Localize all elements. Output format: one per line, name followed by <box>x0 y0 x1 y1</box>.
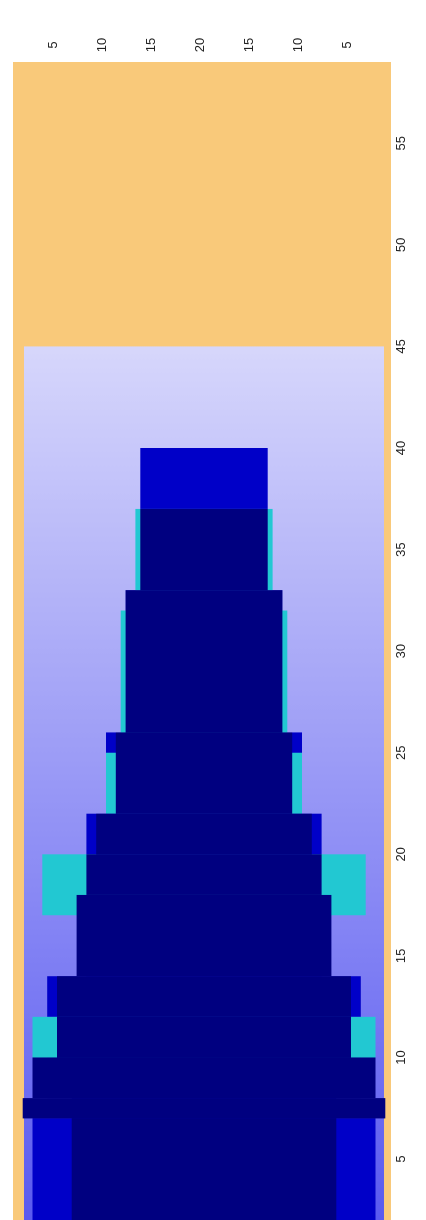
series-inner-step-2 <box>32 1057 376 1099</box>
y-tick-label-0: 5 <box>45 41 60 48</box>
x-tick-label-55: 55 <box>393 136 408 150</box>
chart-marks <box>22 62 386 1220</box>
y-tick-label-1: 10 <box>94 38 109 52</box>
series-inner-step-6 <box>86 854 322 895</box>
series-inner-step-9 <box>125 590 283 733</box>
y-axis-ticks: 5 10 15 20 15 10 5 <box>45 38 354 52</box>
series-inner-step-7 <box>96 813 312 855</box>
y-tick-label-5: 10 <box>290 38 305 52</box>
y-tick-label-2: 15 <box>143 38 158 52</box>
x-tick-label-30: 30 <box>393 644 408 658</box>
y-tick-label-4: 15 <box>241 38 256 52</box>
series-inner-step-3 <box>57 1016 351 1058</box>
x-tick-label-15: 15 <box>393 949 408 963</box>
x-tick-label-10: 10 <box>393 1050 408 1064</box>
series-outer-step-12 <box>140 448 268 509</box>
series-inner-step-4 <box>57 976 351 1017</box>
series-inner-step-10 <box>140 508 268 591</box>
x-tick-label-45: 45 <box>393 339 408 353</box>
x-tick-label-40: 40 <box>393 441 408 455</box>
series-inner-step-8 <box>115 732 293 814</box>
x-tick-label-5: 5 <box>393 1155 408 1162</box>
x-tick-label-20: 20 <box>393 847 408 861</box>
background-band-0 <box>24 62 384 347</box>
series-inner-step-5 <box>76 894 332 977</box>
x-tick-label-50: 50 <box>393 238 408 252</box>
x-tick-label-25: 25 <box>393 746 408 760</box>
x-tick-label-35: 35 <box>393 542 408 556</box>
x-axis-ticks: 5 10 15 20 25 30 35 40 45 50 55 <box>393 136 408 1163</box>
y-tick-label-6: 5 <box>339 41 354 48</box>
series-inner-step-1 <box>22 1098 386 1119</box>
series-inner-step-0 <box>71 1118 337 1220</box>
y-tick-label-3: 20 <box>192 38 207 52</box>
